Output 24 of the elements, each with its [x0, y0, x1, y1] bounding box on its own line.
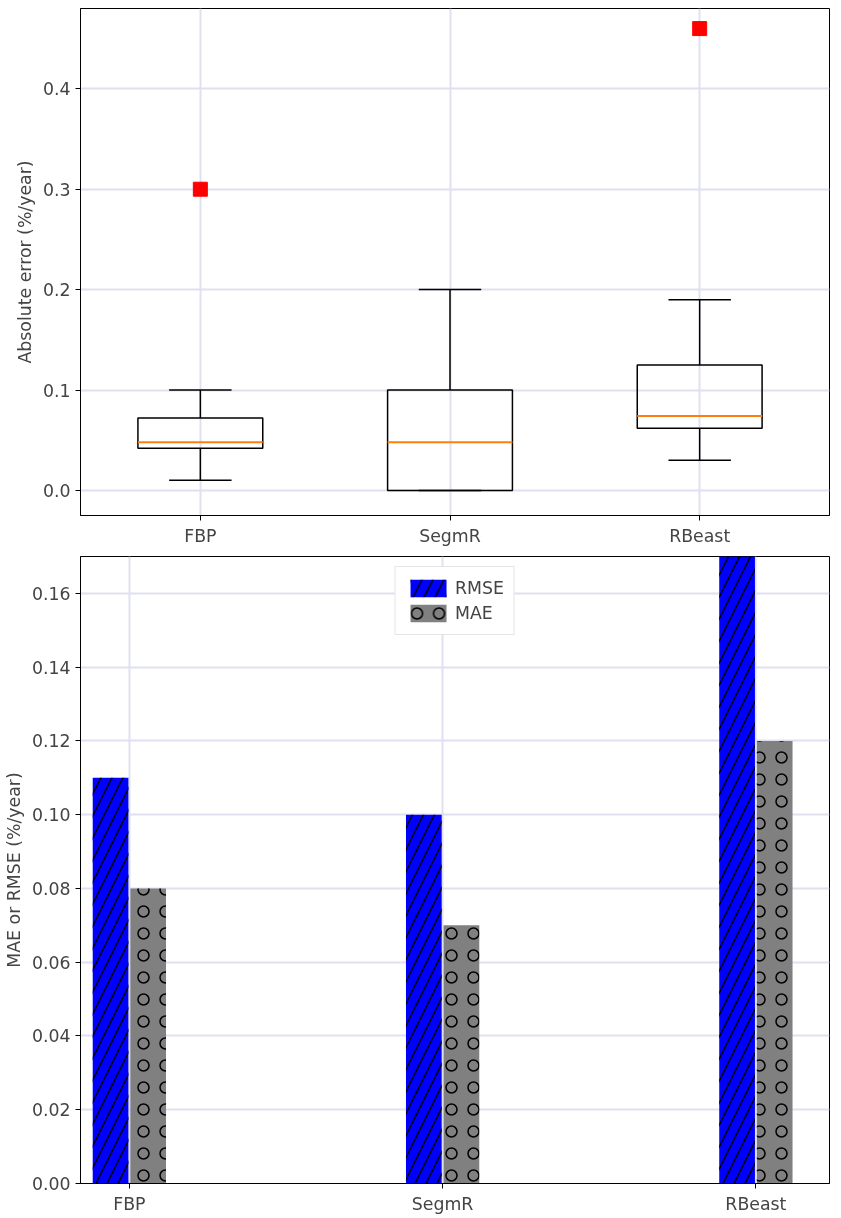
y-tick-label: 0.1 — [42, 380, 71, 401]
y-tick-label: 0.04 — [31, 1026, 71, 1047]
x-tick-label: FBP — [184, 525, 217, 546]
legend-label: MAE — [455, 603, 493, 623]
y-tick-label: 0.3 — [42, 179, 71, 200]
y-tick-label: 0.06 — [31, 952, 71, 973]
y-tick-label: 0.08 — [31, 878, 71, 899]
y-axis-title: Absolute error (%/year) — [14, 160, 35, 364]
y-tick-label: 0.00 — [31, 1174, 71, 1194]
legend-label: RMSE — [455, 578, 504, 598]
y-tick-label: 0.2 — [42, 280, 71, 301]
y-axis-title: MAE or RMSE (%/year) — [3, 772, 24, 968]
y-tick-label: 0.16 — [31, 583, 71, 604]
y-tick-label: 0.12 — [31, 731, 71, 752]
y-tick-label: 0.4 — [42, 79, 71, 100]
x-tick-label: SegmR — [411, 1193, 474, 1214]
x-tick-label: FBP — [113, 1193, 146, 1214]
x-tick-label: RBeast — [725, 1193, 787, 1214]
x-tick-label: SegmR — [419, 525, 481, 546]
y-tick-label: 0.0 — [42, 480, 71, 501]
y-tick-label: 0.02 — [31, 1100, 71, 1121]
y-tick-label: 0.14 — [31, 657, 71, 678]
x-tick-label: RBeast — [669, 525, 731, 546]
y-tick-label: 0.10 — [31, 805, 71, 826]
